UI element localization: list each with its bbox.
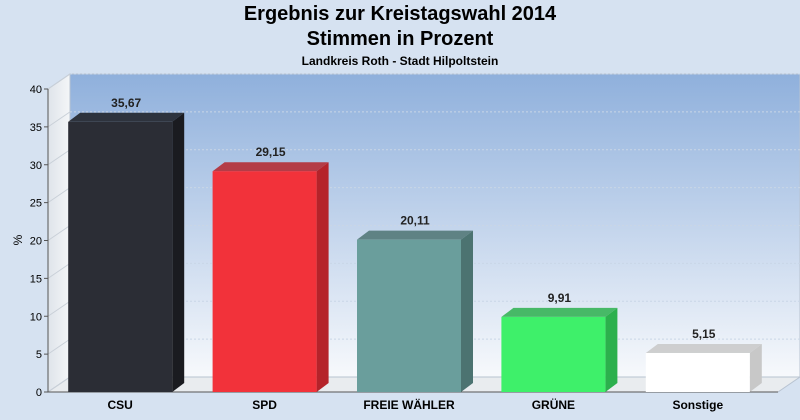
bar-freie-wähler-top (357, 230, 473, 240)
chart-caption: Landkreis Roth - Stadt Hilpoltstein (301, 54, 499, 68)
bar-grüne (501, 316, 606, 392)
bar-spd-side (316, 162, 329, 392)
gridline-diagonal (47, 262, 71, 279)
bar-csu-top (68, 112, 185, 122)
y-tick-label: 20 (30, 236, 42, 248)
x-tick-label: SPD (252, 398, 277, 412)
gridline-diagonal (47, 149, 71, 166)
y-tick-label: 35 (30, 122, 42, 134)
data-label: 5,15 (692, 327, 716, 341)
bar-sonstige-top (645, 343, 762, 353)
x-tick-label: FREIE WÄHLER (363, 397, 455, 412)
data-label: 35,67 (111, 96, 141, 110)
y-axis-label: % (11, 234, 25, 245)
y-tick-label: 5 (36, 349, 42, 361)
y-tick-label: 25 (30, 198, 42, 210)
gridline-diagonal (47, 300, 71, 317)
bar-freie-wähler (357, 239, 461, 392)
gridline-diagonal (47, 225, 71, 241)
y-tick-label: 30 (30, 160, 42, 172)
data-label: 20,11 (400, 214, 430, 228)
gridline-diagonal (47, 338, 71, 355)
gridline-diagonal (47, 376, 71, 393)
y-tick-label: 10 (30, 311, 42, 323)
bar-sonstige-side (749, 343, 762, 392)
gridline-diagonal (47, 111, 71, 128)
x-tick-label: CSU (108, 398, 133, 412)
bar-csu (68, 121, 173, 393)
gridline-diagonal (47, 187, 71, 204)
bar-spd-top (212, 162, 329, 172)
gridline-diagonal (47, 73, 71, 90)
x-tick-label: Sonstige (672, 398, 723, 412)
bar-csu-side (172, 112, 185, 393)
bar-grüne-side (605, 307, 618, 392)
bar-freie-wähler-side (461, 230, 473, 392)
y-tick-label: 40 (30, 84, 42, 96)
bar-sonstige (645, 352, 750, 392)
chart-title: Ergebnis zur Kreistagswahl 2014 (243, 3, 557, 25)
bar-grüne-top (501, 307, 618, 317)
chart-subtitle: Stimmen in Prozent (306, 28, 494, 50)
data-label: 29,15 (256, 145, 286, 159)
x-tick-label: GRÜNE (532, 397, 575, 412)
y-tick-label: 15 (30, 273, 42, 285)
bar-spd (212, 171, 317, 392)
y-tick-label: 0 (36, 387, 42, 399)
data-label: 9,91 (548, 291, 572, 305)
